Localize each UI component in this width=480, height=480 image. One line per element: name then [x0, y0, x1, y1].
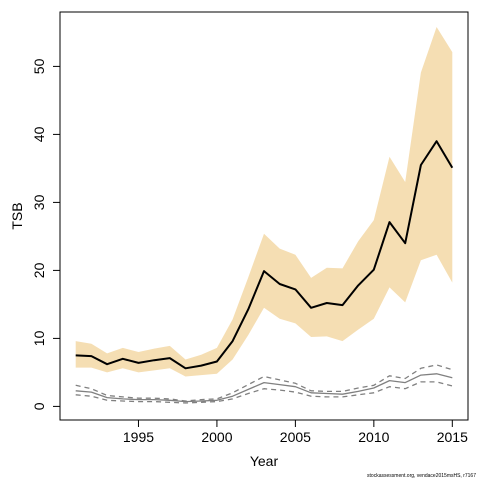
secondary-lower-ci-line	[75, 381, 453, 404]
y-tick-label: 30	[31, 194, 47, 210]
series-line-layer	[75, 140, 454, 404]
y-tick-label: 40	[31, 126, 47, 142]
x-tick-label: 2015	[437, 429, 468, 445]
x-tick-label: 1995	[123, 429, 154, 445]
x-axis: 1995 2000 2005 2010 2015	[123, 419, 468, 445]
x-tick-label: 2010	[358, 429, 389, 445]
x-tick-label: 2005	[280, 429, 311, 445]
confidence-band-layer	[75, 27, 453, 377]
y-axis-title: TSB	[9, 202, 25, 229]
secondary-upper-ci-line	[75, 364, 453, 402]
y-tick-label: 20	[31, 262, 47, 278]
x-axis-title: Year	[250, 453, 279, 469]
credit-footnote: stockassessment.org, vendace2015msHS, r7…	[367, 473, 476, 479]
y-axis: 0 10 20 30 40 50	[31, 58, 61, 410]
x-tick-label: 2000	[201, 429, 232, 445]
y-tick-label: 10	[31, 330, 47, 346]
estimate-line	[75, 140, 454, 370]
confidence-band	[75, 27, 453, 377]
secondary-estimate-line	[75, 373, 453, 403]
y-tick-label: 50	[31, 58, 47, 74]
y-tick-label: 0	[31, 402, 47, 410]
